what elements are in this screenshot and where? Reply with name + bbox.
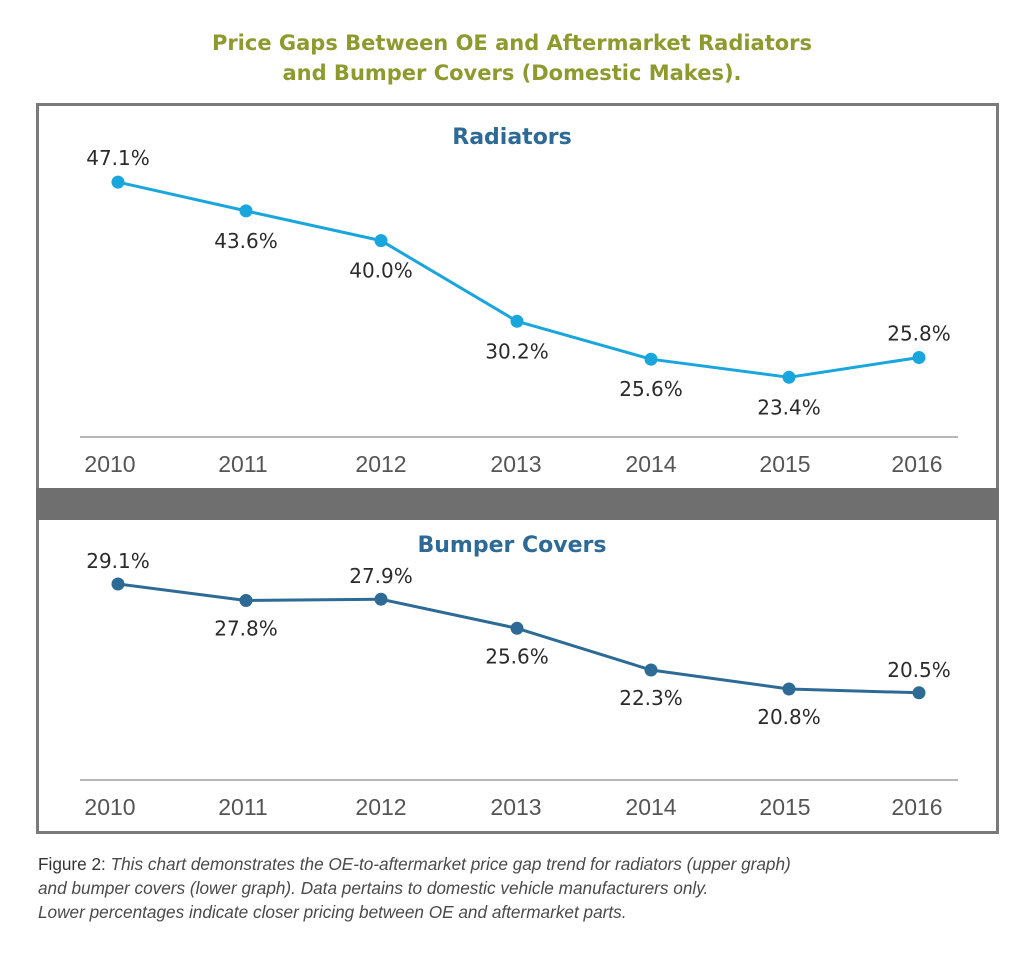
- bumper-covers-data-label-2010: 29.1%: [86, 549, 150, 573]
- bumper-covers-point-2010: [111, 577, 125, 591]
- bumper-covers-point-2011: [239, 594, 253, 607]
- radiators-x-tick-2012: 2012: [355, 451, 406, 477]
- radiators-data-label-2010: 47.1%: [86, 146, 150, 170]
- bumper-covers-data-label-2012: 27.9%: [349, 564, 413, 588]
- radiators-x-tick-2015: 2015: [759, 451, 810, 477]
- bumper-covers-x-tick-2010: 2010: [84, 794, 135, 820]
- chart-frame: [36, 103, 999, 834]
- bumper-covers-x-tick-2013: 2013: [490, 794, 541, 820]
- bumper-covers-x-tick-2015: 2015: [759, 794, 810, 820]
- caption-line-2: and bumper covers (lower graph). Data pe…: [38, 878, 709, 898]
- bumper-covers-point-2014: [644, 663, 658, 677]
- bumper-covers-point-2013: [510, 621, 524, 635]
- chart-main-title: Price Gaps Between OE and Aftermarket Ra…: [0, 28, 1024, 88]
- radiators-data-label-2016: 25.8%: [887, 322, 951, 346]
- radiators-data-label-2013: 30.2%: [485, 339, 549, 363]
- bumper-covers-panel-title: Bumper Covers: [418, 533, 607, 558]
- radiators-point-2014: [644, 352, 658, 366]
- panel-divider: [36, 488, 999, 520]
- radiators-data-label-2014: 25.6%: [619, 377, 683, 401]
- chart-title-line-2: and Bumper Covers (Domestic Makes).: [282, 61, 742, 85]
- bumper-covers-point-2012: [374, 592, 388, 606]
- radiators-point-2011: [239, 204, 253, 218]
- radiators-x-tick-2013: 2013: [490, 451, 541, 477]
- caption-lead: Figure 2:: [38, 854, 111, 874]
- figure-caption: Figure 2: This chart demonstrates the OE…: [38, 852, 998, 924]
- bumper-covers-x-tick-2012: 2012: [355, 794, 406, 820]
- radiators-data-label-2012: 40.0%: [349, 259, 413, 283]
- caption-line-3: Lower percentages indicate closer pricin…: [38, 902, 627, 922]
- bumper-covers-point-2015: [782, 682, 796, 696]
- radiators-point-2013: [510, 314, 524, 328]
- radiators-x-tick-2010: 2010: [84, 451, 135, 477]
- bumper-covers-data-label-2013: 25.6%: [485, 644, 549, 668]
- bumper-covers-data-label-2015: 20.8%: [757, 705, 821, 729]
- bumper-covers-point-2016: [912, 686, 926, 700]
- bumper-covers-x-tick-2016: 2016: [891, 794, 942, 820]
- radiators-point-2016: [912, 351, 926, 364]
- bumper-covers-data-label-2016: 20.5%: [887, 658, 951, 682]
- bumper-covers-data-label-2011: 27.8%: [214, 617, 278, 641]
- radiators-x-tick-2011: 2011: [218, 451, 267, 477]
- radiators-x-tick-2014: 2014: [625, 451, 676, 477]
- radiators-point-2015: [782, 370, 796, 384]
- radiators-point-2010: [111, 175, 125, 189]
- bumper-covers-x-tick-2014: 2014: [625, 794, 676, 820]
- radiators-data-label-2015: 23.4%: [757, 395, 821, 419]
- radiators-x-tick-2016: 2016: [891, 451, 942, 477]
- caption-line-1: This chart demonstrates the OE-to-afterm…: [110, 854, 791, 874]
- chart-title-line-1: Price Gaps Between OE and Aftermarket Ra…: [211, 31, 813, 55]
- radiators-data-label-2011: 43.6%: [214, 229, 278, 253]
- radiators-point-2012: [374, 234, 388, 248]
- bumper-covers-data-label-2014: 22.3%: [619, 686, 683, 710]
- radiators-panel-title: Radiators: [452, 125, 572, 150]
- bumper-covers-x-tick-2011: 2011: [218, 794, 267, 820]
